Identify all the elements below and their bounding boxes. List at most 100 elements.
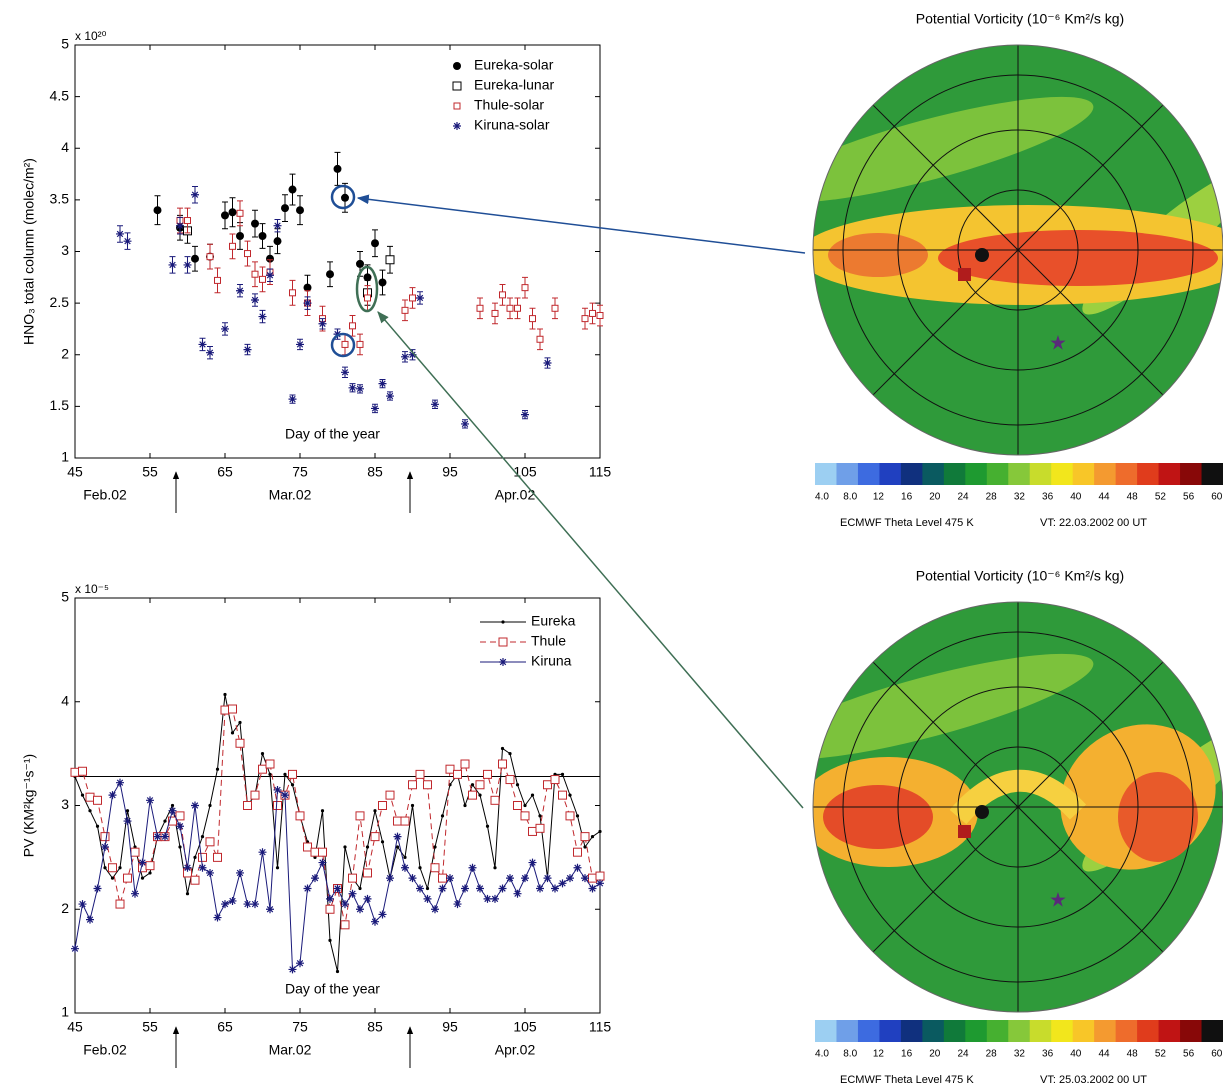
marker (260, 752, 265, 756)
marker (326, 894, 334, 903)
marker (416, 293, 424, 302)
marker (341, 900, 349, 909)
site-eureka (975, 248, 989, 262)
marker (453, 900, 462, 909)
map-valid-time: VT: 25.03.2002 00 UT (1040, 1074, 1147, 1086)
marker (116, 778, 124, 787)
marker (356, 384, 364, 393)
marker (70, 767, 80, 777)
colorbar-tick-label: 28 (986, 492, 998, 503)
colorbar-tick-label: 52 (1155, 1049, 1167, 1060)
y-tick-label: 2 (61, 345, 69, 361)
colorbar-cell (1094, 1020, 1117, 1042)
marker (356, 905, 364, 914)
y-tick-label: 3.5 (50, 191, 70, 207)
marker (296, 340, 304, 349)
colorbar-cell (900, 463, 923, 485)
marker (258, 312, 267, 321)
x-tick-label: 45 (67, 464, 83, 480)
marker (543, 874, 552, 883)
marker (551, 884, 559, 893)
x-tick-label: 55 (142, 1019, 158, 1035)
x-tick-label: 105 (513, 464, 537, 480)
marker (200, 835, 205, 839)
marker (303, 283, 312, 292)
marker (290, 783, 295, 787)
y-tick-label: 4.5 (50, 87, 70, 103)
marker (281, 791, 289, 800)
colorbar-cell (1180, 1020, 1203, 1042)
maps: Potential Vorticity (10⁻⁶ Km²/s kg) ★ 4.0 8… (812, 11, 1223, 1086)
marker (163, 819, 167, 823)
marker (498, 884, 507, 893)
colorbar-cell (1115, 463, 1138, 485)
marker (385, 255, 395, 265)
marker (430, 863, 440, 873)
marker (513, 801, 522, 810)
marker (358, 886, 362, 891)
marker (303, 884, 312, 893)
marker (236, 209, 244, 217)
marker (341, 193, 349, 202)
marker (318, 847, 327, 857)
marker (551, 304, 559, 312)
colorbar-tick-label: 56 (1183, 492, 1195, 503)
colorbar-tick-label: 44 (1098, 1049, 1110, 1060)
marker (320, 809, 325, 813)
colorbar-cell (857, 463, 880, 485)
colorbar-cell (1137, 1020, 1160, 1042)
marker (596, 312, 604, 320)
marker (575, 814, 580, 818)
colorbar-tick-label: 24 (957, 492, 969, 503)
marker (341, 340, 349, 348)
marker (103, 866, 107, 870)
marker (275, 866, 280, 870)
marker (363, 868, 372, 878)
marker (123, 817, 132, 826)
colorbar-cell (1051, 1020, 1074, 1042)
marker (403, 855, 407, 859)
marker (281, 204, 289, 213)
x-tick-label: 75 (292, 1019, 308, 1035)
colorbar-cell (879, 463, 902, 485)
marker (371, 917, 379, 926)
marker (273, 785, 282, 794)
marker (348, 383, 357, 392)
marker (431, 905, 439, 914)
marker (588, 884, 597, 893)
marker (123, 237, 132, 246)
marker (416, 884, 424, 893)
pv-core (938, 230, 1218, 286)
marker (176, 221, 184, 230)
colorbar-cell (1072, 1020, 1095, 1042)
marker (521, 874, 529, 883)
marker (289, 289, 296, 297)
marker (236, 286, 244, 295)
marker (386, 874, 394, 883)
marker (333, 884, 342, 893)
marker (418, 866, 422, 870)
colorbar-cell (922, 463, 945, 485)
marker (268, 772, 272, 776)
marker (118, 866, 122, 870)
marker (468, 790, 477, 800)
marker (303, 299, 312, 308)
marker (108, 791, 117, 800)
marker (520, 811, 530, 821)
marker (438, 873, 447, 883)
colorbar-cell (943, 1020, 966, 1042)
marker (228, 896, 237, 905)
y-tick-label: 2 (61, 900, 69, 916)
marker (581, 874, 589, 883)
marker (288, 965, 297, 974)
marker (440, 814, 445, 818)
marker (258, 764, 267, 774)
marker (498, 759, 507, 769)
colorbar-tick-label: 12 (873, 1049, 885, 1060)
marker (93, 795, 102, 805)
marker (453, 102, 461, 110)
marker (318, 858, 327, 867)
marker (490, 795, 500, 805)
marker (478, 793, 482, 797)
